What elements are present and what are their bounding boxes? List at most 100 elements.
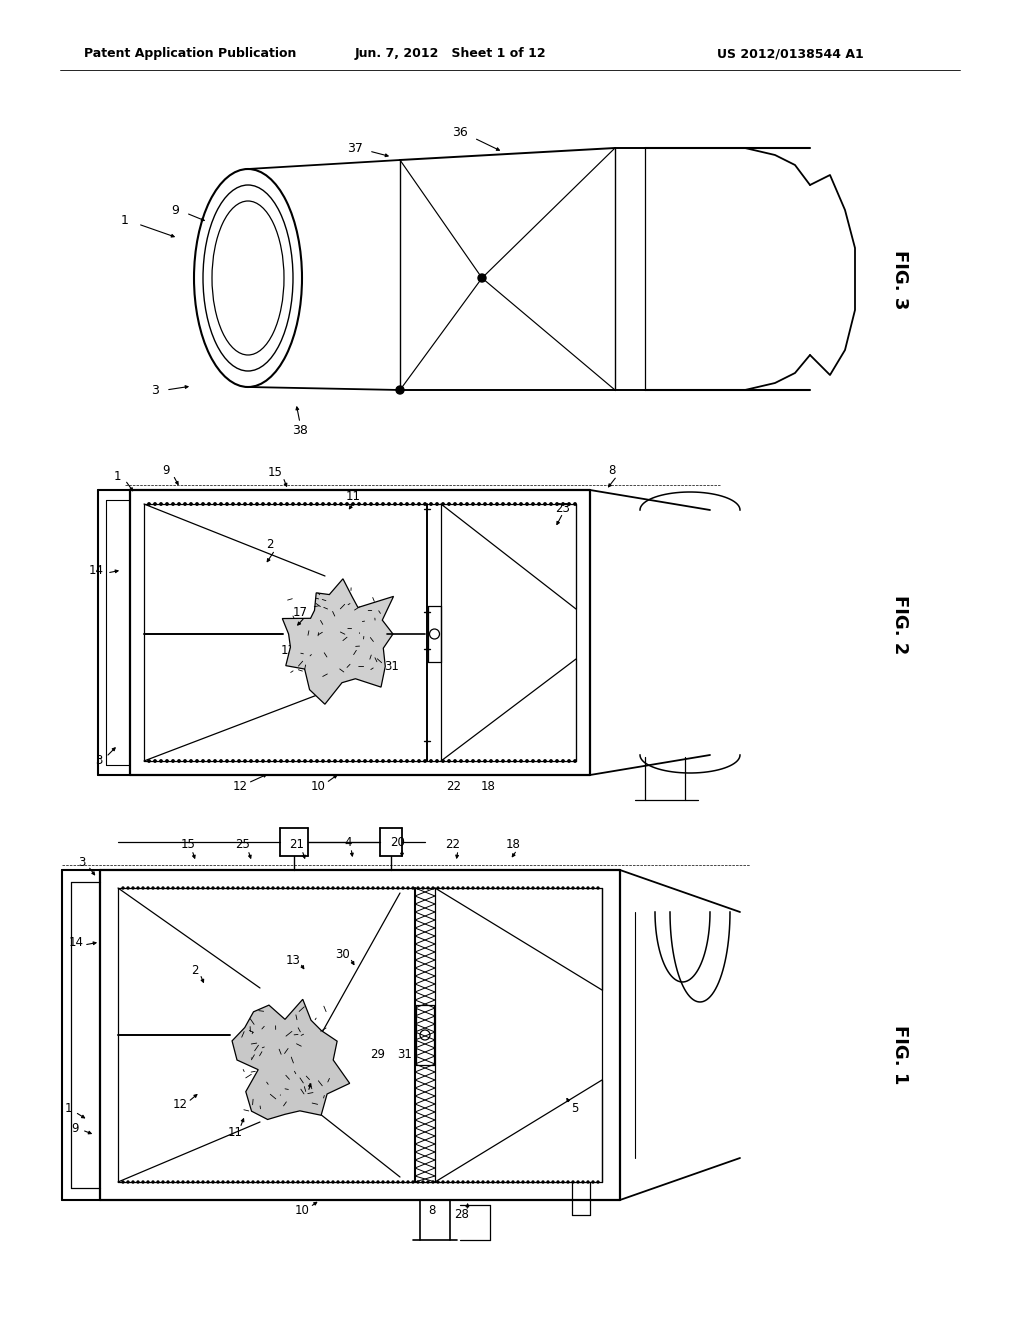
- Circle shape: [467, 1181, 469, 1183]
- Circle shape: [337, 1181, 339, 1183]
- Circle shape: [217, 887, 219, 888]
- Text: 29: 29: [356, 660, 372, 673]
- Circle shape: [466, 760, 468, 762]
- Circle shape: [342, 1181, 344, 1183]
- Circle shape: [442, 1181, 444, 1183]
- Circle shape: [152, 1181, 154, 1183]
- Circle shape: [562, 503, 564, 506]
- Text: 10: 10: [295, 1204, 309, 1217]
- Text: 8: 8: [428, 1204, 435, 1217]
- Circle shape: [382, 1181, 384, 1183]
- Circle shape: [227, 887, 229, 888]
- Circle shape: [226, 503, 228, 506]
- Text: 33: 33: [301, 653, 315, 667]
- Circle shape: [496, 503, 499, 506]
- Circle shape: [315, 503, 318, 506]
- Circle shape: [402, 1181, 404, 1183]
- Circle shape: [442, 887, 444, 888]
- Circle shape: [197, 1181, 199, 1183]
- Circle shape: [376, 503, 378, 506]
- Circle shape: [577, 887, 579, 888]
- Circle shape: [268, 760, 270, 762]
- Circle shape: [250, 503, 252, 506]
- Circle shape: [582, 1181, 584, 1183]
- Circle shape: [466, 503, 468, 506]
- Circle shape: [531, 503, 535, 506]
- Circle shape: [167, 887, 169, 888]
- Circle shape: [357, 760, 360, 762]
- Circle shape: [202, 503, 204, 506]
- Text: 18: 18: [506, 838, 520, 851]
- Text: 29: 29: [371, 1048, 385, 1061]
- Circle shape: [532, 887, 534, 888]
- Circle shape: [472, 887, 474, 888]
- Circle shape: [162, 1181, 164, 1183]
- Circle shape: [322, 887, 324, 888]
- Circle shape: [527, 887, 529, 888]
- Circle shape: [178, 760, 180, 762]
- Circle shape: [122, 1181, 124, 1183]
- Circle shape: [508, 760, 510, 762]
- Circle shape: [292, 1181, 294, 1183]
- Circle shape: [154, 760, 157, 762]
- Circle shape: [542, 887, 544, 888]
- Text: 30: 30: [336, 949, 350, 961]
- Circle shape: [372, 887, 374, 888]
- Circle shape: [557, 887, 559, 888]
- Circle shape: [432, 887, 434, 888]
- Text: Patent Application Publication: Patent Application Publication: [84, 48, 296, 61]
- Text: 22: 22: [445, 838, 461, 851]
- Circle shape: [237, 887, 239, 888]
- Circle shape: [272, 1181, 274, 1183]
- Circle shape: [520, 760, 522, 762]
- Circle shape: [597, 887, 599, 888]
- Text: 8: 8: [608, 465, 615, 478]
- Circle shape: [382, 760, 384, 762]
- Circle shape: [127, 887, 129, 888]
- Circle shape: [286, 503, 288, 506]
- Text: 9: 9: [72, 1122, 79, 1134]
- Circle shape: [160, 760, 162, 762]
- Circle shape: [122, 887, 124, 888]
- Circle shape: [178, 503, 180, 506]
- Circle shape: [487, 1181, 489, 1183]
- Circle shape: [532, 1181, 534, 1183]
- Circle shape: [388, 503, 390, 506]
- Circle shape: [157, 887, 159, 888]
- Circle shape: [437, 1181, 439, 1183]
- Circle shape: [388, 760, 390, 762]
- Circle shape: [352, 887, 354, 888]
- Circle shape: [492, 887, 494, 888]
- Circle shape: [460, 760, 462, 762]
- Circle shape: [172, 760, 174, 762]
- Circle shape: [262, 503, 264, 506]
- Circle shape: [572, 887, 574, 888]
- Circle shape: [167, 1181, 169, 1183]
- Circle shape: [162, 887, 164, 888]
- Text: FIG. 2: FIG. 2: [891, 595, 909, 655]
- Text: 25: 25: [236, 838, 251, 851]
- Circle shape: [182, 1181, 184, 1183]
- Circle shape: [396, 385, 404, 393]
- Text: 23: 23: [556, 502, 570, 515]
- Circle shape: [292, 887, 294, 888]
- Text: 18: 18: [480, 780, 496, 792]
- Circle shape: [577, 1181, 579, 1183]
- Circle shape: [222, 1181, 224, 1183]
- Circle shape: [447, 503, 451, 506]
- Circle shape: [232, 887, 234, 888]
- Circle shape: [346, 760, 348, 762]
- Circle shape: [142, 1181, 144, 1183]
- Circle shape: [208, 760, 210, 762]
- Circle shape: [183, 760, 186, 762]
- Circle shape: [262, 887, 264, 888]
- Text: 3: 3: [95, 754, 102, 767]
- Circle shape: [187, 887, 189, 888]
- Circle shape: [573, 503, 577, 506]
- Text: 2: 2: [266, 539, 273, 552]
- Circle shape: [327, 1181, 329, 1183]
- Text: 13: 13: [281, 644, 296, 656]
- Circle shape: [166, 503, 168, 506]
- Circle shape: [127, 1181, 129, 1183]
- Circle shape: [592, 1181, 594, 1183]
